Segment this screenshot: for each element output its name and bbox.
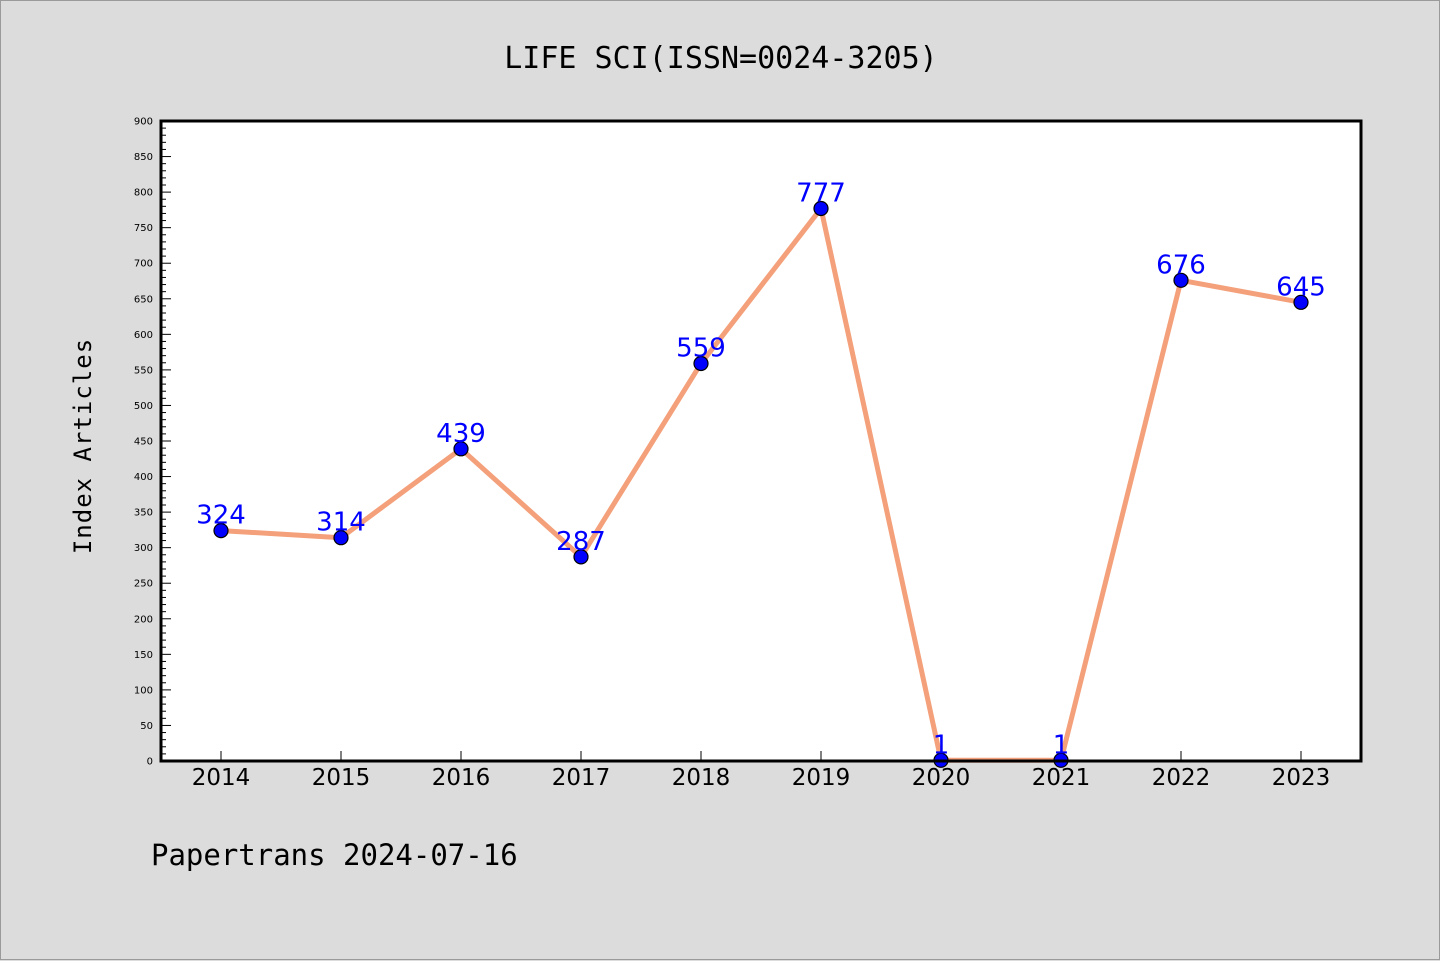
y-tick-label: 250 — [134, 579, 153, 590]
data-label: 1 — [1053, 730, 1070, 760]
x-tick-label: 2019 — [792, 765, 851, 791]
y-tick-label: 350 — [134, 508, 153, 519]
x-tick-label: 2020 — [912, 765, 971, 791]
y-tick-label: 550 — [134, 365, 153, 376]
data-label: 559 — [676, 333, 726, 363]
data-point — [1173, 272, 1189, 288]
y-axis-label: Index Articles — [69, 338, 97, 554]
y-tick-label: 500 — [134, 401, 153, 412]
plot-border — [159, 119, 1363, 763]
data-label: 439 — [436, 419, 486, 449]
y-tick-label: 200 — [134, 614, 153, 625]
y-tick-label: 600 — [134, 330, 153, 341]
y-tick-label: 700 — [134, 259, 153, 270]
plot-area — [161, 121, 1361, 761]
y-tick-label: 900 — [134, 117, 153, 128]
y-tick-label: 400 — [134, 472, 153, 483]
data-point — [573, 549, 589, 565]
y-tick-label: 450 — [134, 437, 153, 448]
x-tick-label: 2023 — [1272, 765, 1331, 791]
y-tick-label: 750 — [134, 223, 153, 234]
x-tick-label: 2017 — [552, 765, 611, 791]
y-tick-label: 850 — [134, 152, 153, 163]
x-tick-label: 2021 — [1032, 765, 1091, 791]
data-label: 324 — [196, 501, 246, 531]
data-point — [693, 355, 709, 372]
y-tick-label: 650 — [134, 294, 153, 305]
data-point — [453, 441, 469, 457]
data-label: 676 — [1156, 250, 1206, 280]
data-label: 1 — [933, 730, 950, 760]
y-axis: 0 50 100 150 200 250 300 350 400 450 500 550 600 650 7… — [134, 117, 171, 768]
y-tick-label: 50 — [140, 721, 153, 732]
y-tick-label: 100 — [134, 685, 153, 696]
x-tick-label: 2015 — [312, 765, 371, 791]
data-point — [1293, 294, 1309, 310]
data-label: 777 — [796, 178, 846, 208]
series-line-path — [218, 205, 1304, 763]
x-tick-label: 2014 — [192, 765, 251, 791]
x-tick-label: 2018 — [672, 765, 731, 791]
x-tick-label: 2022 — [1152, 765, 1211, 791]
data-point — [333, 530, 349, 546]
x-tick-label: 2016 — [432, 765, 491, 791]
data-label: 314 — [316, 508, 366, 538]
x-axis: 2014 2015 2016 2017 2018 2019 2020 2021 2022 2023 — [192, 751, 1331, 791]
series-line — [218, 205, 1304, 763]
data-point — [813, 200, 829, 217]
data-label: 645 — [1276, 272, 1326, 302]
data-point — [213, 522, 229, 539]
y-tick-label: 150 — [134, 650, 153, 661]
data-label: 287 — [556, 527, 606, 557]
y-tick-label: 800 — [134, 188, 153, 199]
y-tick-label: 300 — [134, 543, 153, 554]
y-tick-label: 0 — [147, 757, 153, 768]
footer-credit: Papertrans 2024-07-16 — [151, 838, 518, 872]
data-labels: 324 314 439 287 559 777 1 1 676 645 — [196, 178, 1326, 760]
chart-title: LIFE SCI(ISSN=0024-3205) — [504, 41, 937, 76]
